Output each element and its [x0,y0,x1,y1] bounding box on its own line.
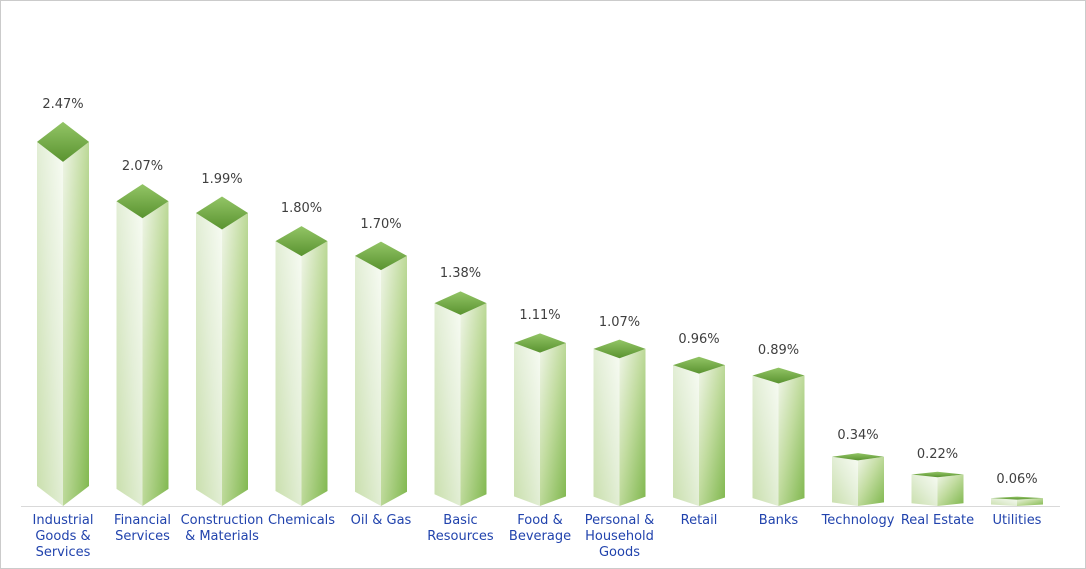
bar-right-face [222,213,248,506]
bar-left-face [593,348,620,506]
bar-left-face [434,303,461,506]
data-label-oil-gas: 1.70% [360,216,402,232]
bar-top-face [911,471,964,478]
bar-right-face [937,474,964,506]
bar-top-face [37,121,89,162]
data-label-industrial-goods-services: 2.47% [42,96,84,112]
bar-banks[interactable] [752,367,805,506]
bar-left-face [832,456,858,506]
bar-right-face [699,365,725,506]
bar-retail[interactable] [673,356,725,506]
bar-left-face [514,343,540,506]
data-label-financial-services: 2.07% [121,159,164,175]
x-axis-label-construction-materials: Construction & Materials [180,513,264,544]
bar-left-face [196,213,222,506]
bar-top-face [593,339,646,359]
x-axis-label-chemicals: Chemicals [267,513,336,528]
bar-right-face [460,303,487,506]
data-label-banks: 0.89% [757,342,800,358]
bar-right-face [381,255,407,506]
bar-basic-resources[interactable] [434,291,487,506]
x-axis-label-retail: Retail [680,513,718,528]
bar-right-face [63,141,89,507]
bar-left-face [355,255,381,506]
bar-top-face [434,291,487,315]
bar-top-face [514,333,566,353]
data-label-personal-household-goods: 1.07% [598,314,641,330]
bar-left-face [911,474,938,506]
data-label-construction-materials: 1.99% [201,171,243,187]
bar-utilities[interactable] [991,496,1043,506]
bar-right-face [778,375,805,506]
bar-left-face [116,201,143,507]
bar-top-face [752,367,805,384]
bar-right-face [540,343,566,506]
bar-top-face [991,496,1043,500]
bar-food-beverage[interactable] [514,333,566,506]
bar-top-face [196,196,248,230]
bar-left-face [37,141,63,507]
data-label-utilities: 0.06% [996,471,1038,487]
x-axis-label-banks: Banks [758,513,799,528]
bar-right-face [142,201,169,507]
bar-top-face [275,226,328,257]
bar-left-face [991,498,1017,506]
x-axis-label-utilities: Utilities [992,513,1042,528]
data-label-chemicals: 1.80% [280,201,323,217]
bar-top-face [116,184,169,219]
bar-oil-gas[interactable] [355,241,407,506]
bar-technology[interactable] [832,453,884,506]
data-label-retail: 0.96% [678,331,720,347]
bar-construction-materials[interactable] [196,196,248,506]
data-label-real-estate: 0.22% [916,446,959,462]
x-axis-label-food-beverage: Food & Beverage [508,513,572,544]
x-axis-label-financial-services: Financial Services [114,513,171,544]
x-axis-label-industrial-goods-services: Industrial Goods & Services [32,513,94,560]
bar-top-face [832,453,884,461]
x-axis-label-technology: Technology [821,513,895,528]
bar-real-estate[interactable] [911,471,964,506]
x-axis-label-real-estate: Real Estate [900,513,975,528]
data-label-technology: 0.34% [837,428,879,444]
data-label-basic-resources: 1.38% [439,266,482,282]
bar-industrial-goods-services[interactable] [37,121,89,507]
bar-right-face [858,456,884,506]
bar-chemicals[interactable] [275,226,328,506]
bar-financial-services[interactable] [116,184,169,507]
bar-top-face [355,241,407,271]
data-label-food-beverage: 1.11% [519,308,561,324]
bar-personal-household-goods[interactable] [593,339,646,506]
bar-left-face [673,365,699,506]
x-axis-label-oil-gas: Oil & Gas [350,513,412,528]
x-axis-label-personal-household-goods: Personal & Household Goods [584,513,655,560]
bar-top-face [673,356,725,374]
bar-right-face [1017,498,1043,506]
bar-left-face [752,375,779,506]
bar-right-face [619,348,646,506]
bar-right-face [301,241,328,506]
x-axis-label-basic-resources: Basic Resources [427,513,494,544]
bar-left-face [275,241,302,506]
